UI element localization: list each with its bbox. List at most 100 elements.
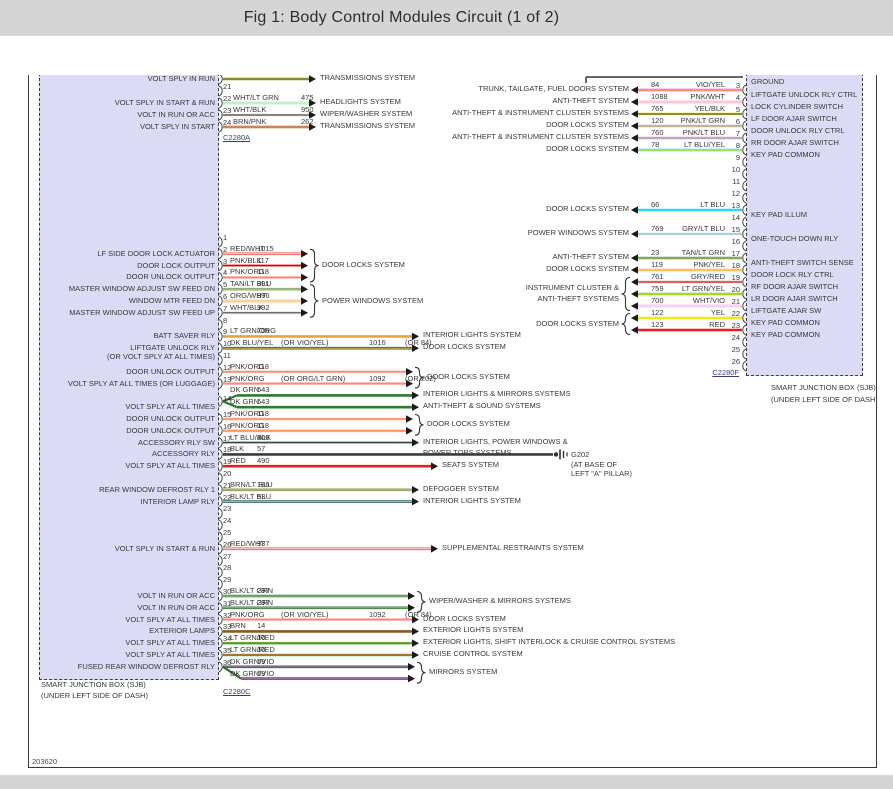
content-area: VOLT SPLY IN RUN TRANSMISSIONS SYSTEM 21 22…	[0, 36, 893, 775]
circuit-number: 937	[257, 538, 270, 548]
pin-bracket	[218, 649, 223, 661]
pin-number: 8	[735, 141, 740, 150]
pin-bracket	[742, 192, 747, 204]
left-box-label: BATT SAVER RLY	[153, 331, 215, 341]
pin-number: 28	[223, 563, 232, 573]
wire-color-code: DK BLU/YEL	[230, 338, 274, 348]
right-box-caption-line1: SMART JUNCTION BOX (SJB)	[771, 383, 876, 392]
pin-number: 18	[731, 261, 740, 270]
circuit-number: 297	[257, 597, 270, 607]
arrow-right-icon	[309, 99, 316, 107]
system-label: DOOR LOCKS SYSTEM	[546, 204, 629, 213]
pin-bracket	[218, 109, 223, 121]
system-group-label: DOOR LOCKS SYSTEM	[322, 260, 405, 270]
wire-color-code: LT GRN/ORG	[230, 326, 276, 336]
circuit-number-alt: (OR 84)	[405, 338, 432, 348]
pin-bracket	[218, 295, 223, 307]
system-label: SEATS SYSTEM	[442, 460, 499, 470]
pin-bracket	[218, 566, 223, 578]
wire-layer	[218, 75, 747, 684]
pin-function-label: RR DOOR AJAR SWITCH	[751, 138, 839, 147]
sheet-number: 203620	[32, 757, 58, 766]
system-label: POWER TOPS SYSTEMS	[423, 447, 512, 457]
pin-bracket	[218, 425, 223, 437]
pin-bracket	[218, 378, 223, 390]
pin-bracket	[742, 120, 747, 132]
arrow-left-icon	[631, 254, 638, 262]
arrow-right-icon	[412, 486, 419, 494]
wire-color-code: LT GRN/RED	[230, 645, 275, 654]
wire-color-code: YEL	[710, 308, 725, 317]
pin-number: 35	[223, 646, 232, 655]
pin-bracket	[218, 614, 223, 626]
system-label: TRUNK, TAILGATE, FUEL DOORS SYSTEM	[478, 84, 629, 93]
pin-number: 14	[731, 213, 740, 222]
group-brace	[621, 276, 631, 312]
pin-function-label: KEY PAD ILLUM	[751, 210, 807, 219]
pin-function-label: KEY PAD COMMON	[751, 150, 820, 159]
circuit-number: 53	[257, 491, 266, 501]
system-label: ANTI-THEFT & INSTRUMENT CLUSTER SYSTEMS	[452, 108, 629, 117]
system-group-label: DOOR LOCKS SYSTEM	[427, 419, 510, 429]
pin-function-label: GROUND	[751, 77, 785, 86]
pin-bracket	[218, 319, 223, 331]
left-box-label: VOLT SPLY AT ALL TIMES (OR LUGGAGE)	[67, 378, 215, 388]
pin-bracket	[218, 354, 223, 366]
pin-bracket	[742, 276, 747, 288]
pin-function-label: DOOR LOCK RLY CTRL	[751, 270, 834, 279]
pin-number: 36	[223, 657, 232, 667]
wire-fork	[222, 665, 242, 680]
circuit-number: 400	[257, 432, 270, 442]
wire-color-code: RED/WHT	[230, 243, 265, 253]
left-box-label: VOLT SPLY AT ALL TIMES	[125, 614, 215, 624]
left-box-label: ACCESSORY RLY	[152, 449, 215, 459]
connector-link-c2280a[interactable]: C2280A	[223, 133, 251, 142]
circuit-number: 297	[257, 586, 270, 595]
pin-number: 20	[731, 285, 740, 294]
pin-bracket	[218, 271, 223, 283]
pin-number: 7	[223, 303, 228, 313]
system-label: INTERIOR LIGHTS SYSTEM	[423, 330, 521, 340]
circuit-number: 992	[257, 302, 270, 312]
left-box-label: VOLT SPLY IN START	[139, 122, 215, 131]
wire-color-code: BLK	[230, 444, 245, 454]
pin-number: 4	[223, 268, 228, 278]
system-group-label: WIPER/WASHER & MIRRORS SYSTEMS	[429, 596, 571, 606]
arrow-right-icon	[412, 438, 419, 447]
circuit-number: 490	[257, 456, 270, 466]
pin-bracket	[218, 460, 223, 472]
circuit-number: 122	[651, 308, 664, 317]
circuit-number: 1092	[369, 373, 386, 383]
connector-link-c2280f[interactable]: C2280F	[712, 368, 739, 377]
system-label: HEADLIGHTS SYSTEM	[320, 97, 401, 106]
wire-color-alt: (OR ORG/LT GRN)	[281, 373, 346, 383]
pin-number: 24	[223, 516, 232, 526]
pin-bracket	[218, 395, 223, 407]
wire-color-code: DK GRN/VIO	[230, 668, 275, 678]
pin-number: 23	[223, 106, 232, 115]
left-box-label: VOLT IN RUN OR ACC	[137, 110, 215, 119]
arrow-right-icon	[431, 462, 438, 470]
left-box-label: LIFTGATE UNLOCK RLY	[130, 343, 215, 353]
pin-bracket	[218, 578, 223, 590]
pin-number: 9	[735, 153, 740, 162]
system-label: SUPPLEMENTAL RESTRAINTS SYSTEM	[442, 542, 584, 552]
left-box-label: WINDOW MTR FEED DN	[128, 296, 215, 305]
wire-color-code: BRN	[230, 621, 246, 631]
group-brace	[309, 284, 319, 318]
circuit-number: 759	[651, 284, 664, 293]
pin-number: 20	[223, 469, 232, 478]
arrow-left-icon	[631, 122, 638, 130]
arrow-right-icon	[412, 639, 419, 647]
pin-number: 13	[223, 374, 232, 384]
arrow-right-icon	[412, 651, 419, 659]
connector-link-c2280c[interactable]: C2280C	[223, 687, 251, 696]
arrow-left-icon	[631, 110, 638, 118]
wire-color-code: PNK/BLK	[230, 255, 262, 265]
pin-number: 16	[223, 421, 232, 431]
pin-number: 4	[735, 93, 740, 102]
circuit-number: 1088	[651, 92, 668, 101]
circuit-number: 1016	[369, 338, 386, 348]
system-label: ANTI-THEFT SYSTEM	[552, 96, 629, 105]
left-box-label: DOOR UNLOCK OUTPUT	[126, 414, 215, 423]
